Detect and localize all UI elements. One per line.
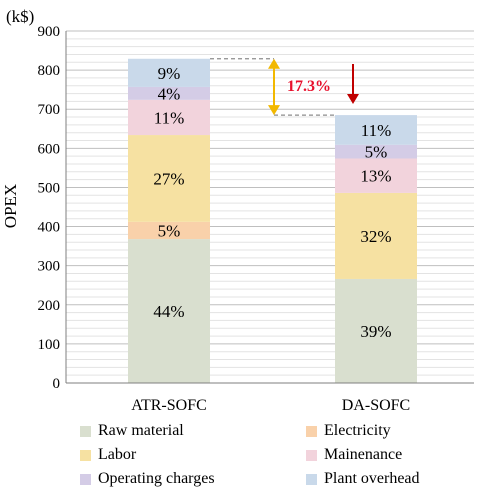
reduction-annotation: 17.3% (210, 58, 359, 116)
legend-item: Electricity (306, 422, 391, 440)
y-tick-label: 600 (38, 141, 61, 157)
legend-item: Operating charges (80, 470, 215, 488)
legend-label: Plant overhead (324, 470, 420, 487)
segment-data-label: 5% (365, 143, 388, 162)
legend-label: Electricity (324, 422, 391, 439)
y-unit-label: (k$) (6, 7, 34, 26)
legend-label: Labor (98, 446, 137, 463)
bar-segment (335, 278, 417, 383)
legend-item: Plant overhead (306, 470, 420, 488)
reduction-percent-label: 17.3% (287, 78, 331, 95)
legend-label: Raw material (98, 422, 184, 439)
axes: 0 100 200 300 400 500 600 700 800 900 ATR-SOFC DA-S… (38, 24, 474, 414)
segment-data-label: 13% (360, 167, 391, 186)
segment-data-label: 4% (158, 84, 181, 103)
legend-swatch (80, 449, 91, 461)
y-tick-label: 0 (53, 376, 61, 392)
x-category-label: ATR-SOFC (131, 397, 207, 414)
legend-swatch (306, 449, 317, 461)
y-tick-label: 100 (38, 337, 61, 353)
legend-item: Labor (80, 446, 136, 464)
legend-swatch (80, 473, 91, 485)
bar-segment (335, 158, 417, 193)
bars-group (128, 58, 417, 383)
segment-data-label: 11% (154, 108, 185, 127)
bar-segment (128, 135, 210, 222)
segment-labels: 44% 5% 27% 11% 4%9% 39% 32% 13% 5% 11% (153, 64, 391, 341)
x-category-label: DA-SOFC (342, 397, 410, 414)
y-tick-label: 300 (38, 259, 61, 275)
bar-segment (128, 221, 210, 240)
bar-segment (128, 58, 210, 87)
legend-label: Operating charges (98, 470, 215, 487)
legend-swatch (306, 425, 317, 437)
bar-segment (128, 99, 210, 136)
segment-data-label: 5% (158, 221, 181, 240)
segment-data-label: 27% (153, 169, 184, 188)
decrease-arrow-head (347, 94, 359, 104)
y-tick-label: 400 (38, 220, 61, 236)
bar-segment (335, 144, 417, 159)
segment-data-label: 44% (153, 302, 184, 321)
bar-segment (335, 192, 417, 279)
opex-stacked-bar-chart: 44% 5% 27% 11% 4%9% 39% 32% 13% 5% 11% 0 100 200 300… (1, 7, 474, 414)
legend-item: Raw material (80, 422, 184, 440)
y-tick-label: 700 (38, 102, 61, 118)
segment-data-label: 32% (360, 227, 391, 246)
y-axis-title: OPEX (1, 184, 20, 228)
segment-data-label: 11% (361, 121, 392, 140)
legend-label: Mainenance (324, 446, 403, 463)
y-tick-label: 800 (38, 63, 61, 79)
legend-swatch (80, 425, 91, 437)
y-tick-label: 500 (38, 180, 61, 196)
segment-data-label: 39% (360, 322, 391, 341)
bar-segment (128, 239, 210, 383)
double-arrow-head-down (268, 105, 280, 116)
bar-segment (335, 115, 417, 145)
segment-data-label: 9% (158, 64, 181, 83)
legend-item: Mainenance (306, 446, 402, 464)
y-tick-label: 900 (38, 24, 61, 40)
legend: Raw material Electricity Labor Mainenance Op… (0, 418, 481, 488)
y-tick-label: 200 (38, 298, 61, 314)
bar-segment (128, 86, 210, 100)
double-arrow-head-up (268, 58, 280, 69)
legend-swatch (306, 473, 317, 485)
